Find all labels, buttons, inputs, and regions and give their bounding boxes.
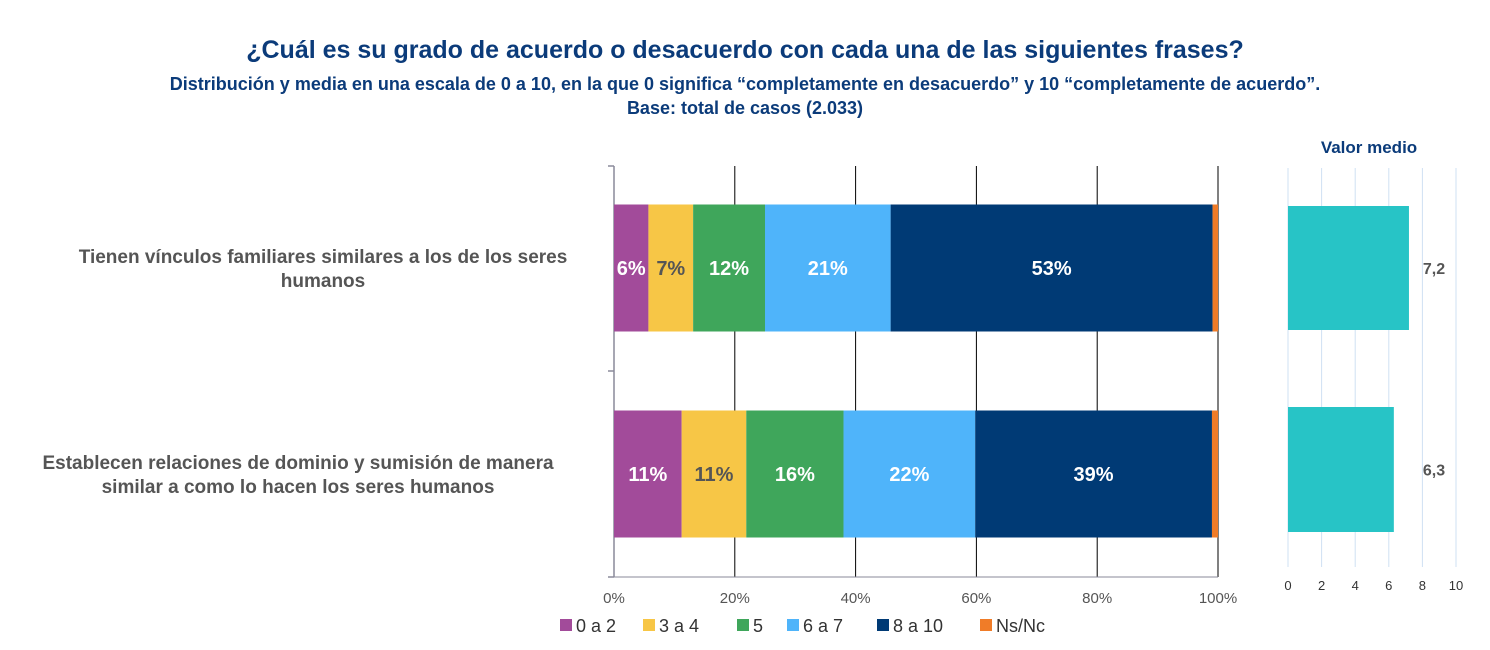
category-label: humanos [281,271,365,292]
data-label: 12% [709,258,749,280]
x-tick-label: 0% [603,590,625,607]
mean-x-tick-label: 0 [1284,578,1291,593]
legend-swatch [737,619,749,631]
legend-label: 5 [753,616,763,636]
bar-segment-0-a-2-1 [614,410,682,538]
bar-segment-0-a-2-0 [614,204,649,332]
mean-x-tick-label: 6 [1385,578,1392,593]
mean-bar-0 [1288,206,1409,330]
legend-swatch [980,619,992,631]
x-tick-label: 60% [961,590,991,607]
legend-swatch [643,619,655,631]
data-label: 21% [808,258,848,280]
x-tick-label: 40% [841,590,871,607]
category-label: Tienen vínculos familiares similares a l… [79,247,568,268]
bar-segment-5-1 [746,410,844,538]
bar-segment-8-a-10-0 [890,204,1213,332]
x-tick-label: 20% [720,590,750,607]
mean-value-label: 7,2 [1423,261,1445,278]
bar-segment-ns-nc-0 [1212,204,1218,332]
bar-segment-5-0 [693,204,765,332]
mean-chart-title: Valor medio [1321,138,1417,157]
bar-segment-3-a-4-1 [681,410,747,538]
legend-label: 8 a 10 [893,616,943,636]
legend-label: 6 a 7 [803,616,843,636]
legend-label: Ns/Nc [996,616,1045,636]
bar-segment-6-a-7-1 [843,410,976,538]
data-label: 16% [775,464,815,486]
x-tick-label: 80% [1082,590,1112,607]
bar-segment-8-a-10-1 [975,410,1212,538]
bar-segment-3-a-4-0 [648,204,694,332]
data-label: 39% [1074,464,1114,486]
category-label: similar a como lo hacen los seres humano… [102,477,495,498]
chart-subtitle: Distribución y media en una escala de 0 … [169,74,1321,94]
legend-swatch [787,619,799,631]
data-label: 7% [656,258,685,280]
mean-value-label: 6,3 [1423,463,1445,480]
data-label: 53% [1032,258,1072,280]
category-label: Establecen relaciones de dominio y sumis… [42,453,553,474]
x-tick-label: 100% [1199,590,1237,607]
mean-x-tick-label: 10 [1449,578,1463,593]
mean-x-tick-label: 4 [1352,578,1359,593]
mean-bar-1 [1288,407,1394,532]
data-label: 22% [889,464,929,486]
legend-swatch [560,619,572,631]
data-label: 11% [694,464,733,486]
mean-x-tick-label: 8 [1419,578,1426,593]
mean-x-tick-label: 2 [1318,578,1325,593]
legend-swatch [877,619,889,631]
data-label: 11% [628,464,667,486]
chart-title: ¿Cuál es su grado de acuerdo o desacuerd… [246,36,1244,64]
chart-base-note: Base: total de casos (2.033) [626,98,864,118]
bar-segment-6-a-7-0 [765,204,891,332]
data-label: 6% [617,258,646,280]
bar-segment-ns-nc-1 [1211,410,1218,538]
legend-label: 0 a 2 [576,616,616,636]
legend-label: 3 a 4 [659,616,699,636]
